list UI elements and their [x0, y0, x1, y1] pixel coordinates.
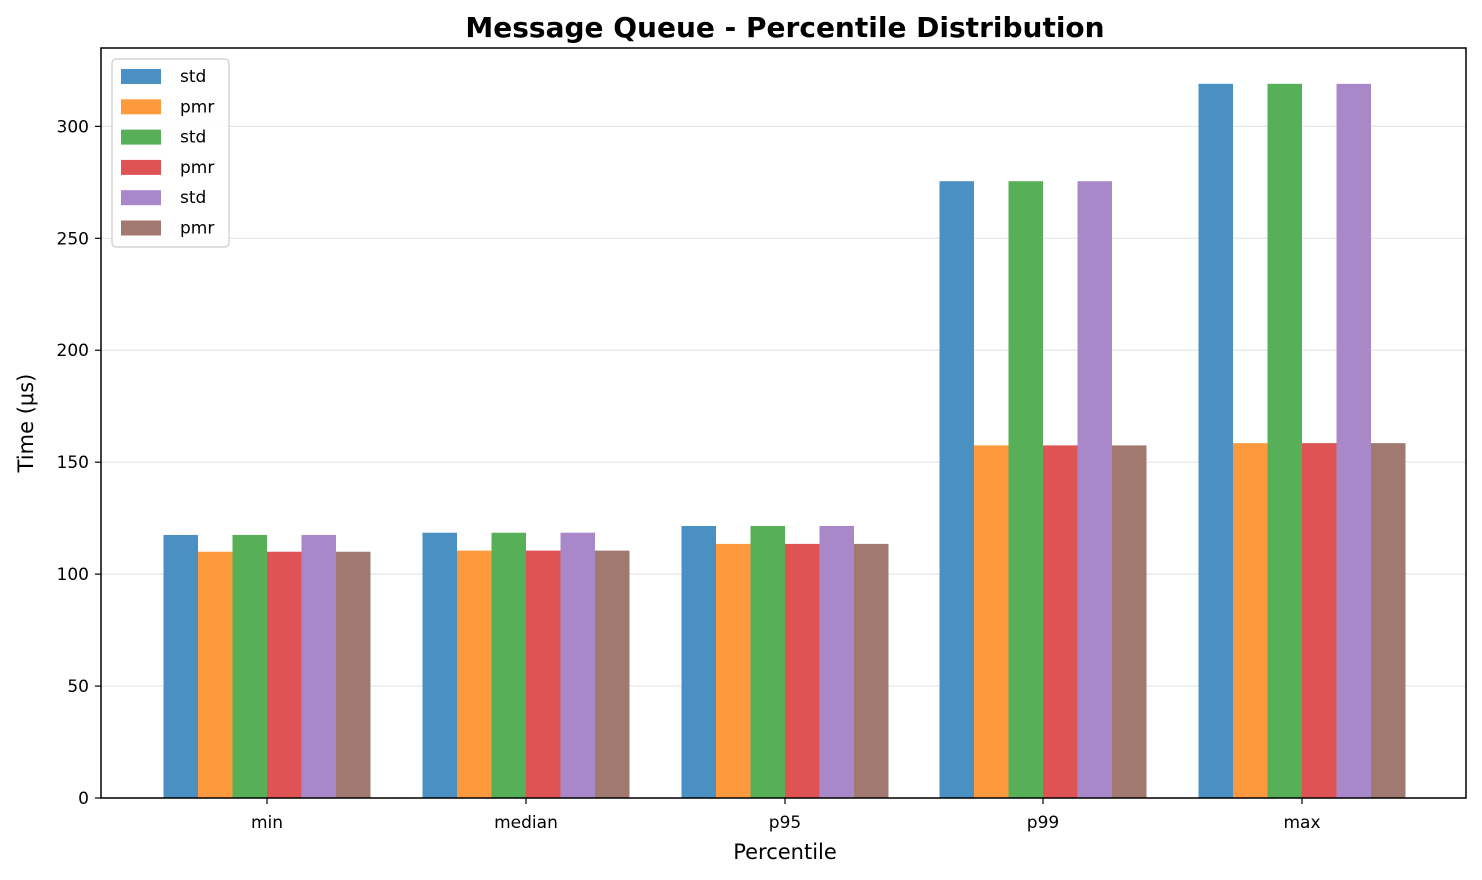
bar-pmr-p99	[1043, 445, 1078, 798]
bar-pmr-p95	[716, 543, 751, 798]
legend-swatch	[121, 159, 161, 175]
y-tick-label: 100	[57, 565, 89, 585]
x-tick-label: max	[1283, 813, 1320, 833]
bar-std-max	[1336, 83, 1371, 798]
legend-swatch	[121, 69, 161, 84]
bar-pmr-median	[526, 550, 561, 798]
bar-std-p95	[750, 525, 785, 798]
y-tick-label: 150	[57, 453, 89, 473]
x-tick-label: p99	[1027, 813, 1059, 833]
bar-std-min	[232, 534, 267, 798]
bar-std-min	[163, 534, 198, 798]
bar-pmr-median	[457, 550, 492, 798]
bar-std-min	[301, 534, 336, 798]
legend-label: std	[180, 128, 206, 148]
y-tick-label: 200	[57, 341, 89, 361]
x-tick-label: p95	[769, 813, 801, 833]
legend-label: std	[180, 67, 206, 87]
bar-std-p95	[819, 525, 854, 798]
bar-std-p95	[681, 525, 716, 798]
bar-std-p99	[1008, 181, 1043, 798]
bar-std-median	[422, 532, 457, 798]
x-tick-label: min	[251, 813, 283, 833]
bar-pmr-p99	[1112, 445, 1147, 798]
legend-label: std	[180, 188, 206, 208]
bar-std-p99	[939, 181, 974, 798]
bar-pmr-min	[336, 551, 371, 798]
legend-label: pmr	[180, 97, 214, 117]
legend-label: pmr	[180, 158, 214, 178]
bar-std-max	[1267, 83, 1302, 798]
plot-frame	[100, 47, 1467, 799]
bar-std-max	[1198, 83, 1233, 798]
legend-swatch	[121, 129, 161, 145]
bar-std-p99	[1077, 181, 1112, 798]
y-axis-ticks: 0 50 100 150 200 250 300	[57, 117, 101, 809]
bar-pmr-min	[267, 551, 302, 798]
bar-pmr-max	[1233, 443, 1268, 798]
bar-pmr-max	[1371, 443, 1406, 798]
bars	[163, 83, 1406, 798]
bar-pmr-max	[1302, 443, 1337, 798]
bar-std-median	[560, 532, 595, 798]
bar-pmr-median	[595, 550, 630, 798]
bar-std-median	[491, 532, 526, 798]
legend-swatch	[121, 190, 161, 206]
x-axis-ticks: min median p95 p99 max	[251, 798, 1321, 833]
x-axis-label: Percentile	[733, 840, 837, 864]
y-tick-label: 50	[67, 677, 89, 697]
legend-label: pmr	[180, 219, 214, 239]
bar-pmr-min	[198, 551, 233, 798]
bar-pmr-p99	[974, 445, 1009, 798]
legend: std pmr std pmr std pmr	[111, 58, 230, 248]
y-tick-label: 250	[57, 229, 89, 249]
legend-swatch	[121, 220, 161, 236]
legend-swatch	[121, 99, 161, 115]
y-tick-label: 0	[78, 789, 89, 809]
chart-title: Message Queue - Percentile Distribution	[465, 11, 1104, 44]
bar-pmr-p95	[854, 543, 889, 798]
y-axis-label: Time (μs)	[14, 374, 38, 474]
bar-pmr-p95	[785, 543, 820, 798]
x-tick-label: median	[494, 813, 558, 833]
y-tick-label: 300	[57, 117, 89, 137]
